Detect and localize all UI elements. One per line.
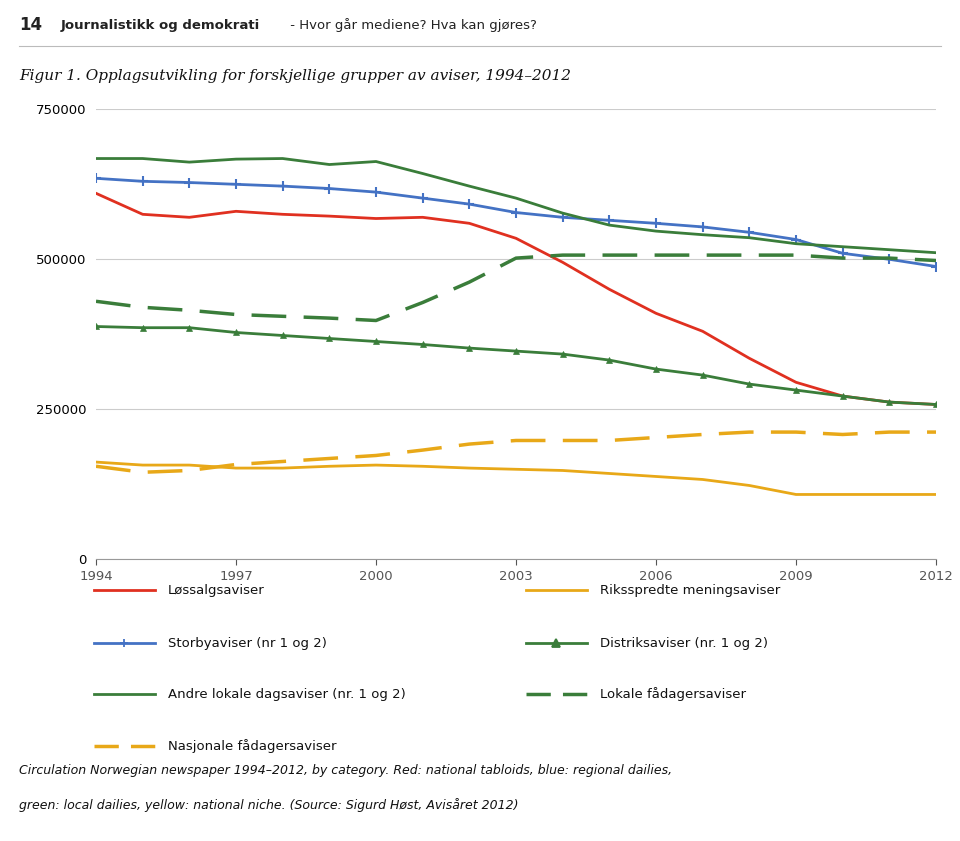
Text: Journalistikk og demokrati: Journalistikk og demokrati bbox=[60, 19, 260, 32]
Text: Nasjonale fådagersaviser: Nasjonale fådagersaviser bbox=[168, 738, 336, 753]
Text: Distriksaviser (nr. 1 og 2): Distriksaviser (nr. 1 og 2) bbox=[599, 637, 768, 650]
Text: Figur 1. Opplagsutvikling for forskjellige grupper av aviser, 1994–2012: Figur 1. Opplagsutvikling for forskjelli… bbox=[19, 69, 571, 83]
Text: - Hvor går mediene? Hva kan gjøres?: - Hvor går mediene? Hva kan gjøres? bbox=[286, 19, 538, 32]
Text: Løssalgsaviser: Løssalgsaviser bbox=[168, 584, 264, 597]
Text: Circulation Norwegian newspaper 1994–2012, by category. Red: national tabloids, : Circulation Norwegian newspaper 1994–201… bbox=[19, 764, 672, 777]
Text: green: local dailies, yellow: national niche. (Source: Sigurd Høst, Avisåret 201: green: local dailies, yellow: national n… bbox=[19, 799, 518, 812]
Text: Andre lokale dagsaviser (nr. 1 og 2): Andre lokale dagsaviser (nr. 1 og 2) bbox=[168, 688, 405, 701]
Text: Storbyaviser (nr 1 og 2): Storbyaviser (nr 1 og 2) bbox=[168, 637, 326, 650]
Text: 14: 14 bbox=[19, 16, 42, 34]
Text: Riksspredte meningsaviser: Riksspredte meningsaviser bbox=[599, 584, 780, 597]
Text: Lokale fådagersaviser: Lokale fådagersaviser bbox=[599, 687, 746, 701]
